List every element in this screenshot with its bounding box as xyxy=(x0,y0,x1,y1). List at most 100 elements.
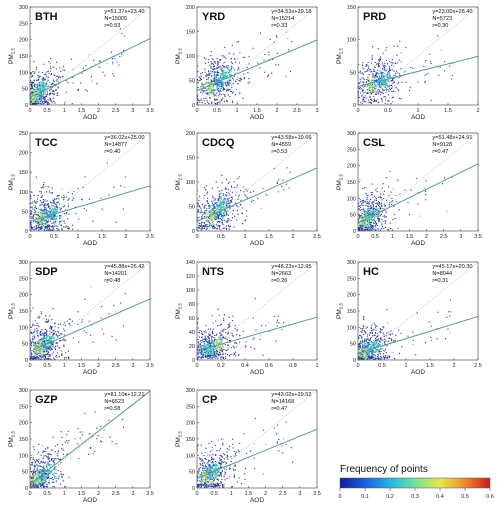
data-point xyxy=(220,219,223,221)
data-point xyxy=(48,60,50,63)
data-point xyxy=(375,189,377,191)
data-point xyxy=(210,223,212,226)
data-point xyxy=(220,196,222,198)
data-point xyxy=(367,201,369,204)
data-point xyxy=(51,225,53,228)
data-point xyxy=(217,186,219,189)
data-point xyxy=(401,81,403,83)
data-point xyxy=(230,90,233,93)
data-point xyxy=(39,331,42,333)
data-point xyxy=(56,75,58,77)
data-point xyxy=(46,338,48,340)
data-point xyxy=(378,88,380,91)
data-point xyxy=(203,205,206,207)
data-point xyxy=(410,189,412,191)
data-point xyxy=(217,60,219,63)
data-point xyxy=(382,74,384,77)
data-point xyxy=(394,75,396,77)
data-point xyxy=(228,52,230,54)
data-point xyxy=(392,90,395,92)
data-point xyxy=(59,209,61,211)
data-point xyxy=(228,89,230,91)
data-point xyxy=(210,67,212,69)
data-point xyxy=(388,90,390,93)
x-tick-label: 0.5 xyxy=(217,234,225,240)
data-point xyxy=(229,194,231,196)
data-point xyxy=(31,325,34,327)
data-point xyxy=(378,208,380,210)
data-point xyxy=(377,229,380,231)
data-point xyxy=(223,210,226,212)
reference-line xyxy=(30,133,150,231)
data-point xyxy=(214,73,216,75)
data-point xyxy=(54,355,57,357)
data-point xyxy=(226,213,228,215)
data-point xyxy=(231,332,233,335)
data-point xyxy=(37,210,39,213)
data-point xyxy=(374,85,376,88)
y-axis-label-subscript: 2.5 xyxy=(11,173,16,180)
data-point xyxy=(391,64,393,66)
data-point xyxy=(213,80,216,82)
data-point xyxy=(250,201,253,203)
data-point xyxy=(376,99,378,101)
data-point xyxy=(77,323,79,326)
data-point xyxy=(42,94,45,96)
regression-stat: r=0.33 xyxy=(271,23,287,29)
data-point xyxy=(409,86,411,89)
data-point xyxy=(367,70,369,72)
x-tick-label: 2.5 xyxy=(112,108,120,114)
data-point xyxy=(389,170,391,172)
regression-stat: y=36.02x+25.00 xyxy=(104,135,144,141)
data-point xyxy=(220,83,222,85)
data-point xyxy=(236,209,239,212)
data-point xyxy=(44,87,47,90)
data-point xyxy=(41,328,43,331)
data-point xyxy=(378,202,380,204)
data-point xyxy=(392,218,394,221)
data-point xyxy=(121,53,123,55)
data-point xyxy=(236,82,239,85)
data-point xyxy=(368,207,370,209)
data-point xyxy=(51,90,53,93)
data-point xyxy=(43,96,45,98)
data-point xyxy=(56,92,58,94)
data-point xyxy=(243,78,245,80)
data-point xyxy=(199,344,202,346)
data-point xyxy=(239,189,242,192)
data-point xyxy=(55,334,57,336)
data-point xyxy=(393,77,395,80)
data-point xyxy=(374,77,376,79)
data-point xyxy=(373,84,375,87)
data-point xyxy=(55,215,57,217)
data-point xyxy=(223,319,225,322)
data-point xyxy=(232,315,234,317)
data-point xyxy=(216,67,218,69)
data-point xyxy=(359,86,361,88)
x-tick-label: 0 xyxy=(195,234,198,240)
data-point xyxy=(207,88,209,91)
data-point xyxy=(37,87,39,90)
data-point xyxy=(248,56,250,58)
data-point xyxy=(358,208,361,210)
data-point xyxy=(227,224,230,226)
data-point xyxy=(381,224,383,227)
data-point xyxy=(51,336,53,338)
data-point xyxy=(228,80,230,82)
data-point xyxy=(55,330,57,333)
data-point xyxy=(205,58,207,60)
data-point xyxy=(199,343,201,345)
data-point xyxy=(213,84,215,86)
data-point xyxy=(360,200,362,203)
data-point xyxy=(212,101,214,104)
regression-stat: r=0.40 xyxy=(104,149,120,155)
data-point xyxy=(198,346,200,348)
data-point xyxy=(370,192,372,194)
data-point xyxy=(384,220,386,222)
data-point xyxy=(371,183,374,185)
data-point xyxy=(397,83,399,85)
data-point xyxy=(218,78,220,80)
data-point xyxy=(38,97,41,100)
data-point xyxy=(221,72,223,74)
x-tick-label: 0.5 xyxy=(43,363,51,369)
